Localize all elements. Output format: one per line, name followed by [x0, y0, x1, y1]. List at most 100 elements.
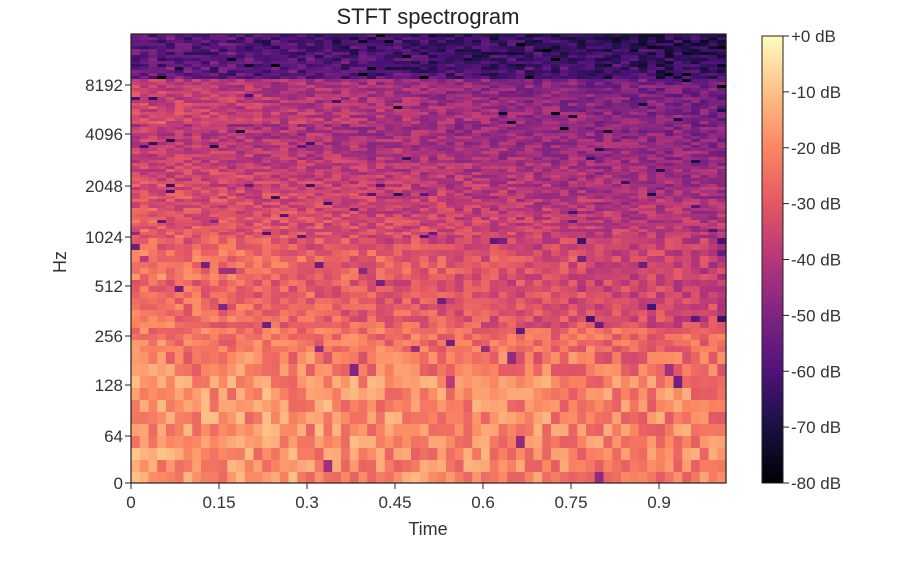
- heatmap-cell: [349, 73, 360, 77]
- heatmap-cell: [131, 106, 141, 110]
- heatmap-cell: [472, 37, 482, 41]
- heatmap-cell: [192, 187, 202, 191]
- heatmap-cell: [437, 202, 447, 206]
- heatmap-cell: [612, 73, 622, 77]
- heatmap-cell: [586, 142, 596, 146]
- heatmap-cell: [612, 118, 622, 122]
- heatmap-cell: [244, 238, 255, 245]
- heatmap-cell: [174, 199, 185, 203]
- heatmap-cell: [559, 256, 570, 263]
- heatmap-cell: [673, 151, 683, 155]
- heatmap-cell: [393, 73, 403, 77]
- heatmap-cell: [253, 91, 263, 95]
- heatmap-cell: [629, 118, 640, 122]
- heatmap-cell: [349, 133, 360, 137]
- heatmap-cell: [594, 139, 605, 143]
- heatmap-cell: [244, 124, 255, 128]
- heatmap-cell: [393, 79, 403, 83]
- heatmap-cell: [341, 262, 351, 269]
- heatmap-cell: [656, 49, 666, 53]
- heatmap-cell: [183, 100, 193, 104]
- heatmap-cell: [262, 235, 272, 239]
- heatmap-cell: [629, 127, 640, 131]
- heatmap-cell: [708, 220, 718, 224]
- heatmap-cell: [279, 109, 290, 113]
- heatmap-cell: [472, 91, 482, 95]
- heatmap-cell: [244, 55, 255, 59]
- heatmap-cell: [349, 115, 360, 119]
- heatmap-cell: [183, 208, 193, 212]
- heatmap-cell: [314, 127, 325, 131]
- heatmap-cell: [603, 64, 613, 68]
- heatmap-cell: [419, 40, 430, 44]
- heatmap-cell: [183, 73, 193, 77]
- heatmap-cell: [192, 43, 202, 47]
- heatmap-cell: [297, 79, 307, 83]
- heatmap-cell: [358, 61, 368, 65]
- heatmap-cell: [157, 175, 167, 179]
- heatmap-cell: [253, 154, 263, 158]
- heatmap-cell: [516, 202, 526, 206]
- heatmap-cell: [341, 61, 351, 65]
- heatmap-cell: [559, 208, 570, 212]
- heatmap-cell: [376, 130, 386, 134]
- heatmap-cell: [551, 229, 561, 233]
- heatmap-cell: [139, 220, 150, 224]
- heatmap-cell: [603, 193, 613, 197]
- heatmap-cell: [717, 157, 727, 161]
- heatmap-cell: [288, 184, 298, 188]
- heatmap-cell: [349, 223, 360, 227]
- heatmap-cell: [183, 127, 193, 131]
- heatmap-cell: [253, 211, 263, 215]
- heatmap-cell: [227, 94, 237, 98]
- heatmap-cell: [253, 121, 263, 125]
- heatmap-cell: [262, 118, 272, 122]
- heatmap-cell: [332, 220, 342, 224]
- heatmap-cell: [174, 151, 185, 155]
- heatmap-cell: [411, 205, 421, 209]
- heatmap-cell: [209, 67, 220, 71]
- heatmap-cell: [577, 112, 587, 116]
- heatmap-cell: [551, 205, 561, 209]
- heatmap-cell: [594, 262, 605, 269]
- heatmap-cell: [341, 151, 351, 155]
- heatmap-cell: [209, 79, 220, 83]
- heatmap-cell: [139, 232, 150, 236]
- heatmap-cell: [306, 268, 316, 275]
- heatmap-cell: [148, 124, 158, 128]
- heatmap-cell: [507, 229, 517, 233]
- heatmap-cell: [691, 73, 701, 77]
- heatmap-cell: [603, 163, 613, 167]
- heatmap-cell: [708, 97, 718, 101]
- heatmap-cell: [183, 67, 193, 71]
- heatmap-cell: [358, 91, 368, 95]
- heatmap-cell: [498, 79, 508, 83]
- heatmap-cell: [227, 40, 237, 44]
- heatmap-cell: [139, 163, 150, 167]
- heatmap-cell: [411, 211, 421, 215]
- heatmap-cell: [629, 34, 640, 38]
- heatmap-cell: [419, 145, 430, 149]
- heatmap-cell: [454, 67, 465, 71]
- heatmap-cell: [148, 139, 158, 143]
- heatmap-cell: [717, 88, 727, 92]
- heatmap-cell: [647, 43, 657, 47]
- heatmap-cell: [323, 181, 333, 185]
- heatmap-cell: [323, 127, 333, 131]
- heatmap-cell: [647, 103, 657, 107]
- heatmap-cell: [227, 58, 237, 62]
- heatmap-cell: [603, 106, 613, 110]
- heatmap-cell: [341, 67, 351, 71]
- heatmap-cell: [568, 250, 578, 257]
- heatmap-cell: [594, 217, 605, 221]
- heatmap-cell: [323, 187, 333, 191]
- heatmap-cell: [402, 193, 412, 197]
- heatmap-cell: [236, 193, 246, 197]
- heatmap-cell: [708, 157, 718, 161]
- heatmap-cell: [481, 172, 491, 176]
- heatmap-cell: [201, 94, 211, 98]
- heatmap-cell: [323, 142, 333, 146]
- heatmap-cell: [708, 118, 718, 122]
- heatmap-cell: [603, 199, 613, 203]
- heatmap-cell: [174, 43, 185, 47]
